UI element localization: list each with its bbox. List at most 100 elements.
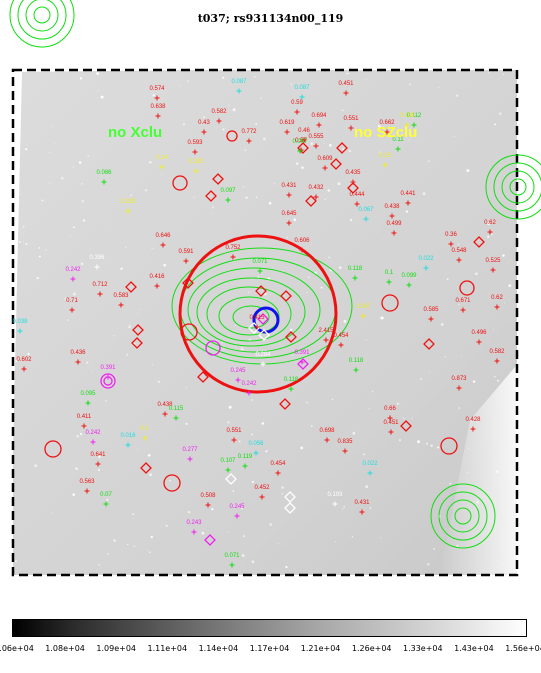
star [337, 182, 341, 186]
redshift-label: 0.391 [294, 350, 310, 356]
star [80, 262, 84, 265]
marker-diamond [125, 281, 137, 293]
star [81, 200, 84, 203]
star [502, 254, 505, 257]
star [281, 210, 284, 213]
star [444, 356, 446, 358]
source-green: 0.071 [252, 259, 268, 274]
marker-diamond [225, 473, 237, 485]
redshift-label: 0.115 [169, 406, 184, 412]
marker-circle [180, 323, 198, 341]
source-red: 0.438 [157, 402, 173, 417]
marker-diamond [132, 324, 144, 336]
marker-diamond [473, 236, 485, 248]
redshift-label: 0.267 [355, 304, 371, 310]
marker-diamond [336, 142, 348, 154]
star [106, 498, 109, 501]
redshift-label: 0.671 [455, 298, 471, 304]
star [120, 267, 123, 270]
star [260, 97, 262, 99]
marker-diamond [330, 158, 342, 170]
source-cyan: 0.038 [12, 319, 28, 334]
redshift-label: 0.46 [298, 128, 310, 134]
source-green: 0.118 [284, 377, 299, 392]
star [449, 482, 452, 485]
star [222, 76, 225, 79]
redshift-label: 0.752 [225, 245, 241, 251]
star [497, 518, 499, 520]
redshift-label: 0.07 [100, 492, 112, 498]
redshift-label: 0.451 [338, 81, 354, 87]
star [488, 72, 490, 74]
colorbar-tick-label: 1.09e+04 [96, 644, 136, 653]
star [328, 143, 332, 147]
marker-diamond [279, 398, 291, 410]
redshift-label: 0.71 [66, 298, 78, 304]
star [490, 233, 493, 236]
redshift-label: 0.548 [451, 248, 467, 254]
source-red: 0.454 [333, 333, 349, 348]
redshift-label: 0.428 [465, 417, 481, 423]
colorbar-tick-label: 1.21e+04 [300, 644, 341, 653]
marker-diamond [131, 337, 143, 349]
star [245, 196, 248, 199]
star [257, 276, 260, 278]
star [221, 342, 224, 344]
marker-circle [44, 440, 62, 458]
star [41, 199, 44, 202]
redshift-label: 0.245 [229, 504, 245, 510]
redshift-label: 0.016 [120, 433, 136, 439]
redshift-label: 0.444 [349, 192, 365, 198]
star [341, 109, 344, 112]
redshift-label: 0.593 [187, 140, 203, 146]
star [472, 380, 476, 383]
redshift-label: 0.662 [379, 120, 395, 126]
star [504, 302, 506, 304]
star [290, 83, 293, 85]
cluster-radius-circle [178, 234, 338, 394]
star [422, 192, 426, 196]
source-red: 0.57 [295, 138, 307, 153]
source-red: 0.454 [270, 461, 286, 476]
star [502, 74, 505, 76]
colorbar [12, 619, 527, 637]
redshift-label: 0.193 [327, 492, 343, 498]
redshift-label: 0.11 [392, 137, 404, 143]
redshift-label: 0.585 [423, 307, 439, 313]
star [178, 85, 180, 87]
marker-diamonds [125, 142, 485, 546]
star [98, 455, 101, 459]
star [378, 125, 381, 128]
redshift-label: 0.641 [90, 452, 106, 458]
marker-diamond [297, 142, 309, 154]
star [242, 534, 246, 538]
contour-2 [187, 267, 321, 353]
redshift-label: 0.119 [238, 454, 253, 460]
redshift-label: 0.038 [12, 319, 28, 325]
redshift-label: 0.112 [407, 113, 422, 119]
star [38, 255, 41, 258]
colorbar-tick-label: 1.26e+04 [351, 644, 392, 653]
star [438, 87, 440, 89]
star [96, 72, 99, 75]
star [446, 278, 449, 280]
redshift-label: 2.415 [318, 328, 334, 334]
star [235, 346, 237, 348]
star [476, 500, 479, 504]
source-red: 0.619 [279, 120, 295, 135]
star [240, 347, 244, 351]
source-green: 0.119 [238, 454, 253, 469]
source-red: 0.36 [445, 232, 457, 247]
source-red: 0.43 [198, 120, 210, 135]
star [251, 433, 253, 436]
star [140, 308, 142, 310]
star [328, 256, 330, 259]
star [159, 133, 162, 135]
redshift-label: 0.57 [295, 138, 307, 144]
star [268, 201, 272, 205]
redshift-label: 0.435 [345, 170, 361, 176]
redshift-label: 0.619 [279, 120, 295, 126]
star [342, 508, 344, 510]
star [149, 551, 151, 554]
star [255, 196, 258, 199]
